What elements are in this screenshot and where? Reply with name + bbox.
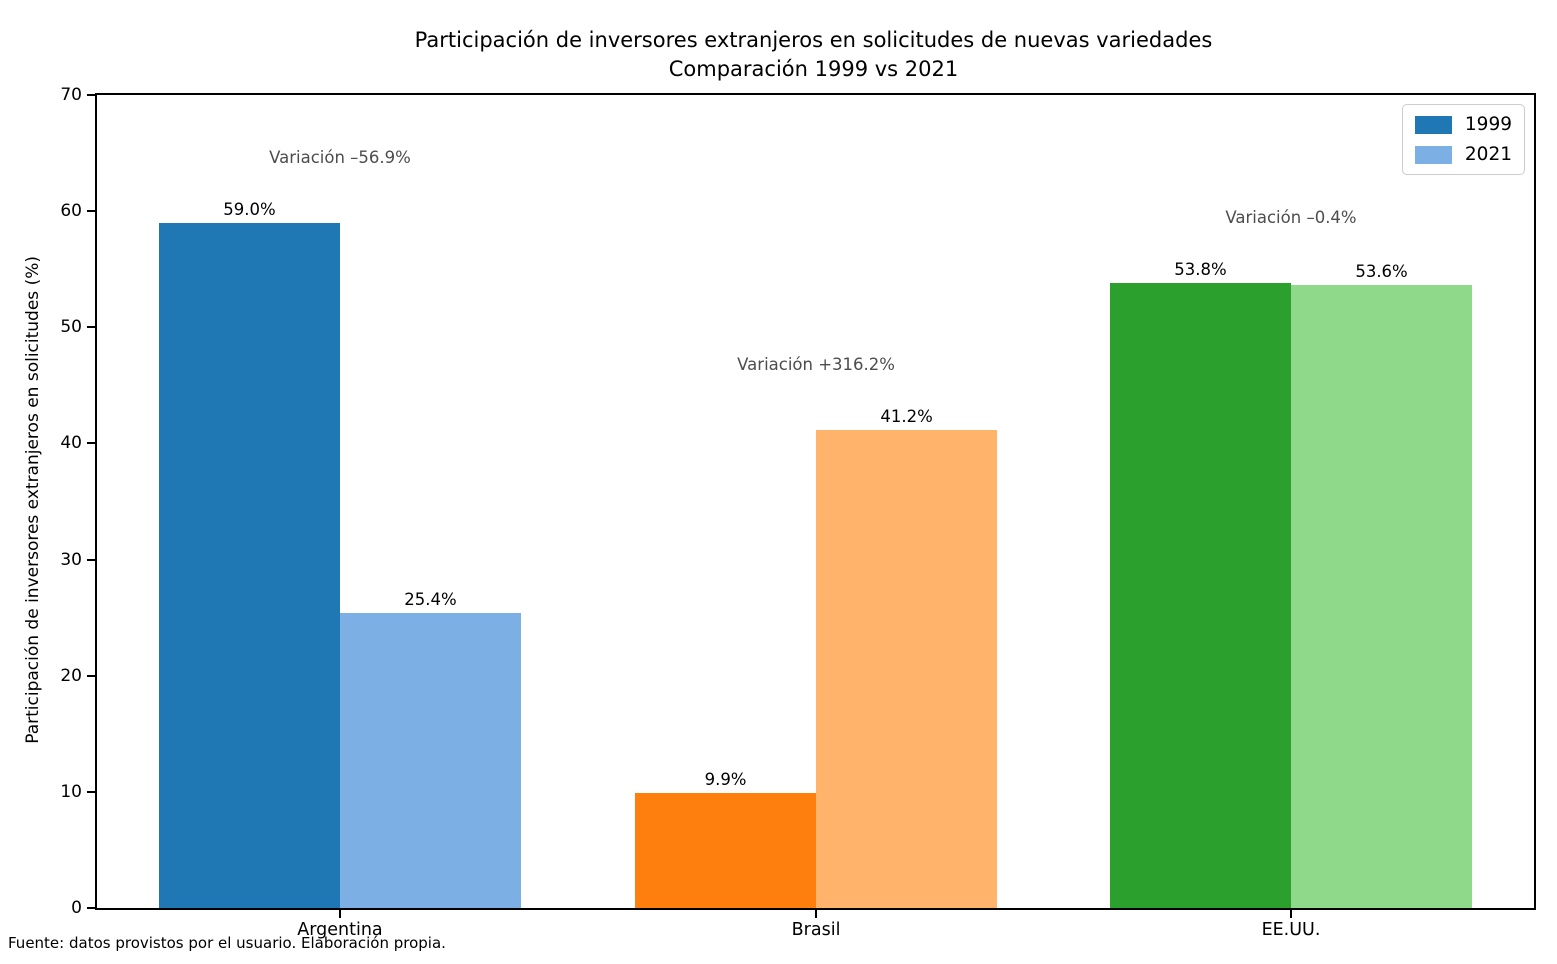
y-tick-label-40: 40 (60, 433, 82, 454)
bar-value-label-eeuu-1999: 53.8% (1174, 260, 1227, 280)
y-tick-30 (87, 558, 95, 561)
legend-label-1999: 1999 (1464, 114, 1512, 135)
legend-entry-1999: 1999 (1414, 114, 1512, 135)
variation-annotation-eeuu: Variación –0.4% (1225, 208, 1357, 228)
chart-title-line2: Comparación 1999 vs 2021 (668, 57, 959, 81)
chart-title: Participación de inversores extranjeros … (95, 26, 1532, 84)
x-tick-label-eeuu: EE.UU. (1261, 920, 1321, 940)
y-tick-label-50: 50 (60, 317, 82, 338)
y-tick-label-70: 70 (60, 85, 82, 105)
source-note: Fuente: datos provistos por el usuario. … (8, 934, 446, 952)
y-tick-70 (87, 94, 95, 96)
y-tick-50 (87, 326, 95, 329)
y-tick-20 (87, 674, 95, 677)
y-tick-label-0: 0 (71, 898, 82, 918)
plot-area: 1999 2021 0 10 20 30 40 50 60 70 59.0% 25.4% Varia… (60, 85, 1536, 940)
legend-label-2021: 2021 (1464, 144, 1512, 165)
bar-value-label-brasil-1999: 9.9% (704, 770, 747, 790)
bar-value-label-argentina-1999: 59.0% (223, 199, 276, 219)
variation-annotation-argentina: Variación –56.9% (269, 148, 411, 168)
x-tick-label-brasil: Brasil (791, 920, 841, 940)
legend-swatch-1999 (1414, 115, 1452, 134)
bar-brasil-2021 (816, 429, 998, 908)
chart-title-line1: Participación de inversores extranjeros … (414, 28, 1213, 52)
bar-value-label-argentina-2021: 25.4% (404, 590, 457, 609)
x-tick-label-argentina: Argentina (297, 920, 383, 940)
y-tick-label-60: 60 (60, 201, 82, 222)
bar-eeuu-1999 (1109, 283, 1291, 908)
legend: 1999 2021 (1401, 104, 1525, 175)
y-axis-label: Participación de inversores extranjeros … (23, 255, 43, 744)
x-tick-argentina (338, 910, 341, 918)
x-tick-brasil (815, 910, 818, 918)
legend-swatch-2021 (1414, 145, 1452, 164)
variation-annotation-brasil: Variación +316.2% (737, 354, 895, 374)
bar-brasil-1999 (635, 793, 817, 908)
bar-eeuu-2021 (1291, 285, 1473, 908)
y-tick-10 (87, 790, 95, 793)
y-tick-label-20: 20 (60, 665, 82, 686)
y-tick-label-10: 10 (60, 781, 82, 802)
bar-value-label-eeuu-2021: 53.6% (1355, 262, 1408, 282)
y-tick-0 (87, 907, 95, 909)
bar-argentina-2021 (339, 613, 522, 908)
x-tick-eeuu (1290, 910, 1292, 918)
y-tick-40 (87, 442, 95, 445)
bar-argentina-1999 (158, 222, 340, 908)
legend-entry-2021: 2021 (1414, 144, 1512, 165)
y-tick-60 (87, 210, 95, 213)
y-tick-label-30: 30 (60, 549, 82, 570)
bar-value-label-brasil-2021: 41.2% (880, 406, 933, 426)
